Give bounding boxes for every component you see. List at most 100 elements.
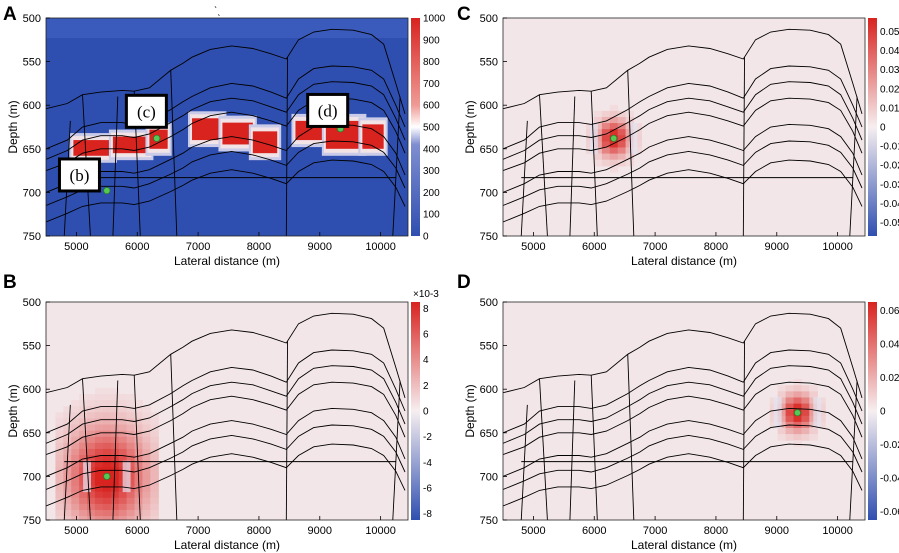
field-cell [777, 428, 787, 435]
field-cell [71, 516, 80, 520]
field-cell [94, 485, 104, 493]
field-cell [71, 442, 80, 450]
field-cell [94, 430, 104, 438]
horizon-line [46, 443, 406, 507]
field-cell [609, 153, 619, 161]
source-point [103, 187, 111, 195]
field-cell [71, 448, 80, 456]
field-cell [87, 547, 96, 553]
field-cell [118, 436, 128, 444]
field-cell [601, 123, 611, 130]
field-cell [110, 491, 120, 499]
field-cell [79, 418, 88, 426]
field-cell [111, 540, 120, 547]
field-cell [79, 547, 88, 553]
colorbar-tick-label: 600 [423, 101, 440, 112]
colorbar-tick-label: 1000 [423, 14, 446, 25]
field-cell [79, 509, 88, 517]
side-lobe [813, 397, 822, 429]
horizon-line [503, 97, 863, 172]
horizon-line [46, 65, 406, 150]
field-cell [150, 528, 159, 535]
x-axis-label: Lateral distance (m) [174, 538, 280, 552]
field-cell [593, 159, 603, 167]
field-cell [87, 540, 96, 547]
field-cell [110, 418, 120, 426]
horizon-line [503, 81, 863, 160]
field-cell [118, 400, 128, 407]
field-cell [601, 141, 611, 149]
field-cell [633, 123, 643, 130]
field-cell [94, 436, 104, 444]
field-cell [593, 153, 603, 161]
high-block [73, 140, 113, 156]
field-cell [87, 424, 96, 432]
x-tick-label: 9000 [765, 525, 789, 537]
field-cell [63, 467, 72, 474]
field-cell [87, 503, 96, 511]
field-cell [142, 424, 151, 432]
field-cell [617, 147, 627, 155]
y-tick-label: 550 [480, 341, 498, 353]
horizon-line [503, 381, 863, 456]
panel-D: 5000 6000 7000 8000 9000 10000500550600650700… [457, 272, 899, 552]
y-axis-label: Depth (m) [6, 384, 20, 437]
callout-box [306, 92, 350, 128]
field-cell [617, 116, 627, 124]
side-lobe [590, 122, 598, 155]
field-cell [102, 406, 112, 413]
field-cell [94, 509, 104, 517]
field-cell [801, 385, 810, 392]
fault-line [170, 70, 178, 236]
field-cell [785, 428, 795, 435]
field-cell [87, 509, 96, 517]
field-cell [134, 400, 144, 407]
y-tick-label: 600 [480, 100, 498, 112]
field-cell [94, 400, 104, 407]
colorbar-tick-label: 0 [423, 407, 429, 418]
field-cell [142, 436, 151, 444]
field-cell [110, 387, 120, 395]
field-cell [55, 436, 64, 444]
field-cell [110, 485, 120, 493]
field-cell [71, 503, 80, 511]
fault-line [63, 404, 71, 520]
field-cell [55, 412, 64, 420]
field-cell [142, 479, 151, 487]
field-cell [102, 497, 112, 505]
colorbar-tick-label: 400 [423, 144, 440, 155]
colorbar-tick-label: -0.04 [880, 474, 899, 485]
field-cell [150, 436, 159, 444]
field-cell [118, 448, 128, 456]
horizon-line [46, 159, 406, 223]
field-cell [625, 159, 635, 167]
field-cell [142, 430, 151, 438]
field-cell [102, 418, 112, 426]
field-cell [94, 393, 104, 401]
x-axis-label: Lateral distance (m) [174, 254, 280, 268]
y-tick-label: 600 [23, 100, 41, 112]
horizon-line [46, 81, 406, 160]
panel-C: 5000 6000 7000 8000 9000 10000500550600650700… [457, 4, 899, 268]
field-cell [111, 528, 120, 535]
plot-area [46, 18, 408, 236]
field-cell [102, 430, 112, 438]
field-cell [142, 473, 151, 481]
y-axis-label: Depth (m) [6, 100, 20, 153]
colorbar-tick-label: 0 [880, 407, 886, 418]
colorbar-tick-label: 100 [423, 210, 440, 221]
y-tick-label: 500 [480, 13, 498, 25]
fault-line [520, 120, 528, 236]
field-cell [134, 436, 144, 444]
field-cell [55, 418, 64, 426]
x-tick-label: 5000 [64, 241, 88, 253]
panel-A: (b)(c) (d)5000 6000 7000 8000 9000 10000500550… [3, 4, 446, 268]
field-cell [102, 461, 112, 468]
field-cell [94, 406, 104, 413]
field-cell [126, 400, 136, 407]
field-cell [87, 473, 96, 481]
field-cell [617, 135, 627, 142]
fault-line [133, 375, 141, 520]
field-cell [785, 409, 795, 417]
field-cell [110, 509, 120, 517]
